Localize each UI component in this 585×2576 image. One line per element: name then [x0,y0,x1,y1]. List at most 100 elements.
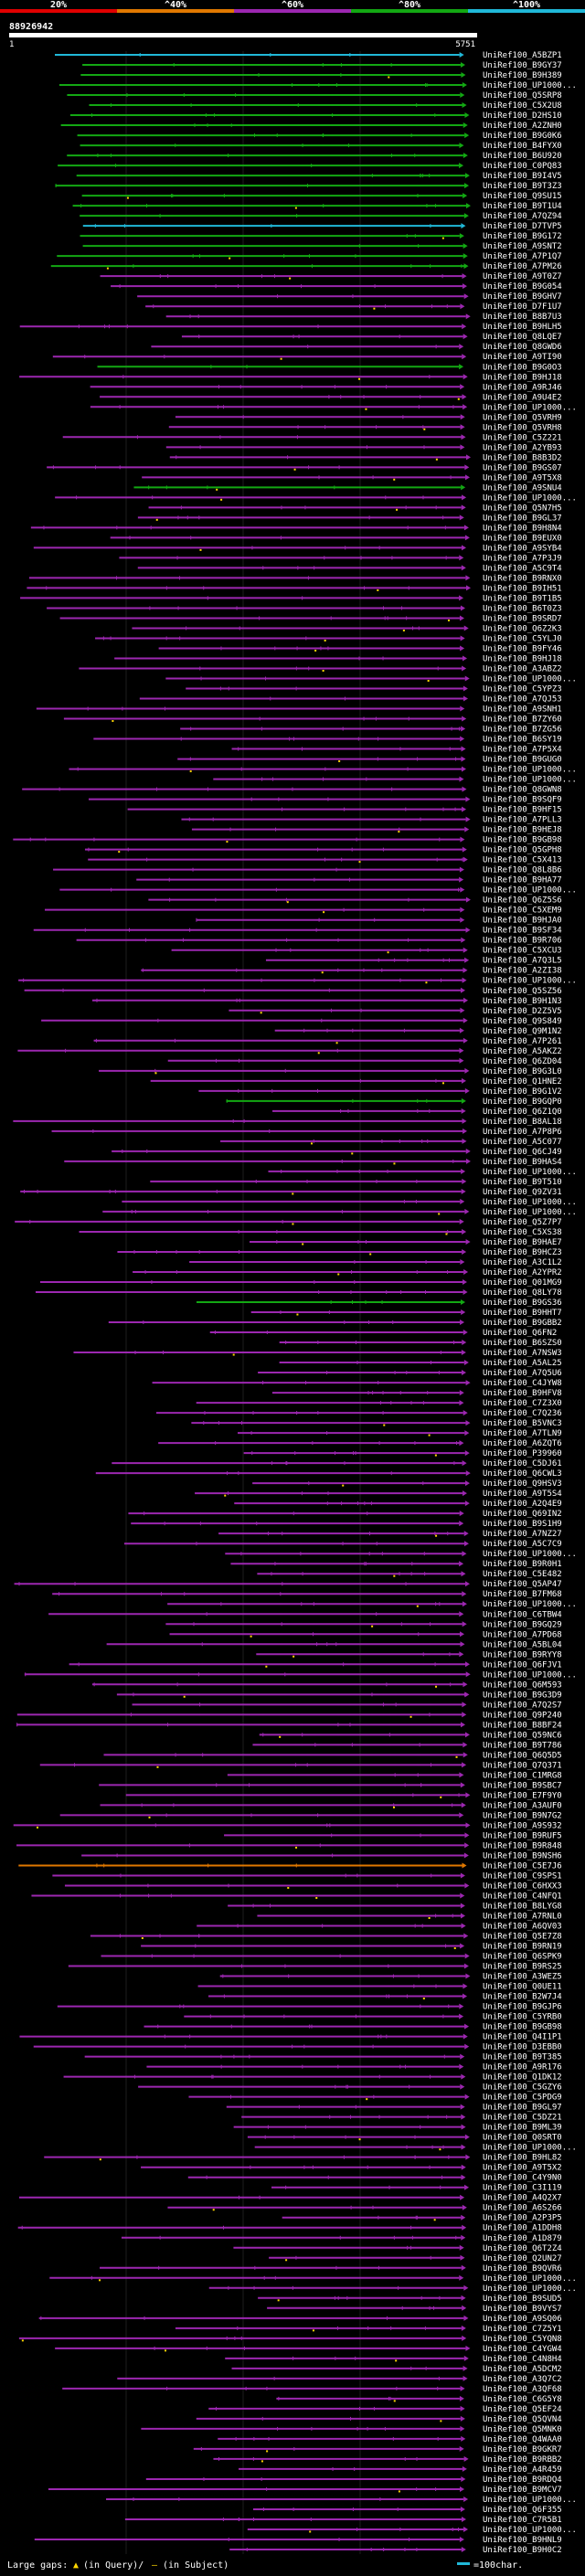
hit-row[interactable]: UniRef100_A7P5X4 [231,746,562,755]
hit-label[interactable]: UniRef100_A5BL04 [483,1640,562,1649]
hit-label[interactable]: UniRef100_A3ABZ2 [483,664,562,673]
hit-label[interactable]: UniRef100_Q0SRT0 [483,2134,562,2143]
hit-row[interactable]: UniRef100_A7P8P6 [51,1128,562,1137]
hit-label[interactable]: UniRef100_A2P3P5 [483,2214,562,2223]
hit-row[interactable]: UniRef100_B9RDQ4 [145,2475,562,2485]
hit-row[interactable]: UniRef100_D3EBB0 [33,2043,562,2052]
hit-label[interactable]: UniRef100_Q5N7H5 [483,504,562,513]
hit-row[interactable]: UniRef100_B9RN19 [141,1943,562,1952]
hit-row[interactable]: UniRef100_C5YQN8 [18,2335,562,2344]
hit-label[interactable]: UniRef100_B9GS07 [483,463,562,472]
hit-label[interactable]: UniRef100_A4R459 [483,2465,562,2475]
hit-row[interactable]: UniRef100_Q8GWN8 [22,786,562,795]
hit-label[interactable]: UniRef100_Q8LQE7 [483,333,562,342]
hit-row[interactable]: UniRef100_C5X413 [88,856,562,865]
hit-row[interactable]: UniRef100_Q0UE11 [197,1983,562,1992]
hit-label[interactable]: UniRef100_B9HEJ8 [483,826,562,835]
hit-row[interactable]: UniRef100_B9R848 [16,1841,562,1850]
hit-label[interactable]: UniRef100_Q6Z1Q0 [483,1108,562,1117]
hit-row[interactable]: UniRef100_A9T5S4 [195,1489,562,1499]
hit-label[interactable]: UniRef100_A3AUF0 [483,1801,562,1810]
hit-row[interactable]: UniRef100_B9RS25 [68,1963,562,1972]
hit-label[interactable]: UniRef100_B9HJ18 [483,654,562,663]
hit-label[interactable]: UniRef100_A2Q4E9 [483,1500,562,1509]
hit-label[interactable]: UniRef100_B9T1B5 [483,594,562,603]
hit-row[interactable]: UniRef100_Q5MNK0 [141,2425,562,2434]
hit-row[interactable]: UniRef100_Q69IN2 [128,1510,562,1519]
hit-row[interactable]: UniRef100_Q8L8B6 [53,866,562,875]
hit-label[interactable]: UniRef100_A7Q3L5 [483,957,562,966]
hit-label[interactable]: UniRef100_A7P5X4 [483,746,562,755]
hit-row[interactable]: UniRef100_B6SY19 [93,736,562,745]
hit-row[interactable]: UniRef100_UP1000... [59,886,577,896]
hit-label[interactable]: UniRef100_B9GL37 [483,514,562,523]
hit-row[interactable]: UniRef100_B9GJP6 [57,2003,562,2012]
hit-row[interactable]: UniRef100_Q7Q371 [39,1761,562,1770]
hit-row[interactable]: UniRef100_A5DCM2 [231,2365,562,2374]
hit-label[interactable]: UniRef100_B9RUF5 [483,1831,562,1840]
hit-label[interactable]: UniRef100_UP1000... [483,1208,577,1217]
hit-row[interactable]: UniRef100_B9HF15 [127,806,562,815]
hit-label[interactable]: UniRef100_Q01MG9 [483,1278,562,1288]
hit-row[interactable]: UniRef100_B9GB98 [144,2023,562,2032]
hit-label[interactable]: UniRef100_B9G172 [483,232,562,241]
hit-label[interactable]: UniRef100_Q8LY78 [483,1288,562,1298]
hit-row[interactable]: UniRef100_C4JYW8 [152,1379,562,1388]
hit-label[interactable]: UniRef100_C7R5B1 [483,2516,562,2525]
hit-row[interactable]: UniRef100_C5YRB0 [184,2013,562,2022]
hit-label[interactable]: UniRef100_B9HJ18 [483,373,562,382]
hit-label[interactable]: UniRef100_C5XEM9 [483,906,562,916]
hit-row[interactable]: UniRef100_A9S932 [13,1821,562,1830]
hit-label[interactable]: UniRef100_D7F1U7 [483,302,562,312]
hit-label[interactable]: UniRef100_B4FYX0 [483,142,562,151]
hit-row[interactable]: UniRef100_B8BF24 [16,1721,562,1730]
hit-label[interactable]: UniRef100_A5BZP1 [483,51,562,60]
hit-row[interactable]: UniRef100_D2HS10 [69,111,562,121]
hit-row[interactable]: UniRef100_B9SBC7 [99,1781,562,1790]
hit-row[interactable]: UniRef100_A7PM26 [50,262,562,271]
hit-row[interactable]: UniRef100_Q1HNE2 [150,1077,562,1087]
hit-row[interactable]: UniRef100_B6SZS0 [279,1339,562,1348]
hit-label[interactable]: UniRef100_B9GQP0 [483,1097,562,1107]
hit-row[interactable]: UniRef100_A4R459 [239,2465,562,2475]
hit-row[interactable]: UniRef100_A1D879 [121,2234,562,2243]
hit-label[interactable]: UniRef100_B9MCV7 [483,2486,562,2495]
hit-label[interactable]: UniRef100_B9GY37 [483,61,562,70]
hit-label[interactable]: UniRef100_Q5VRH9 [483,413,562,422]
hit-label[interactable]: UniRef100_C0PQ83 [483,162,562,171]
hit-row[interactable]: UniRef100_D2Z5V5 [229,1007,562,1016]
hit-row[interactable]: UniRef100_A2ZNH0 [60,122,562,131]
hit-label[interactable]: UniRef100_B9RDQ4 [483,2475,562,2485]
hit-label[interactable]: UniRef100_C5YQN8 [483,2335,562,2344]
hit-row[interactable]: UniRef100_A2ZI38 [141,967,562,976]
hit-row[interactable]: UniRef100_B9H1N3 [92,997,562,1006]
hit-row[interactable]: UniRef100_C5X2U8 [89,101,562,111]
hit-label[interactable]: UniRef100_Q6ZD04 [483,1057,562,1066]
hit-row[interactable]: UniRef100_B9SRD7 [59,614,562,623]
hit-label[interactable]: UniRef100_C6HXX3 [483,1882,562,1891]
hit-row[interactable]: UniRef100_B9HAE7 [250,1238,562,1247]
hit-label[interactable]: UniRef100_Q0UE11 [483,1983,562,1992]
hit-row[interactable]: UniRef100_A5C077 [220,1138,562,1147]
hit-label[interactable]: UniRef100_B8B7U3 [483,313,562,322]
hit-row[interactable]: UniRef100_C5XCU3 [171,947,562,956]
hit-row[interactable]: UniRef100_P39960 [243,1449,562,1458]
hit-row[interactable]: UniRef100_C6TBW4 [48,1610,562,1619]
hit-row[interactable]: UniRef100_A7PD68 [169,1630,562,1639]
hit-label[interactable]: UniRef100_B9VYS7 [483,2305,562,2314]
hit-row[interactable]: UniRef100_Q9P240 [16,1711,562,1720]
hit-row[interactable]: UniRef100_UP1000... [102,1208,577,1217]
hit-label[interactable]: UniRef100_B9I4V5 [483,172,562,181]
hit-row[interactable]: UniRef100_B9HLH5 [19,323,562,332]
hit-row[interactable]: UniRef100_Q6FJV1 [69,1660,562,1670]
hit-label[interactable]: UniRef100_B9HL82 [483,2154,562,2163]
hit-row[interactable]: UniRef100_Q8GWD6 [151,343,562,352]
hit-label[interactable]: UniRef100_C6G5Y8 [483,2395,562,2404]
hit-label[interactable]: UniRef100_D2Z5V5 [483,1007,562,1016]
hit-row[interactable]: UniRef100_A7Q5U6 [258,1369,562,1378]
hit-label[interactable]: UniRef100_B9H0C2 [483,2546,562,2555]
hit-row[interactable]: UniRef100_Q5EF24 [208,2405,562,2414]
hit-label[interactable]: UniRef100_B8LYG8 [483,1902,562,1911]
hit-row[interactable]: UniRef100_C5PDG9 [188,2094,562,2103]
hit-row[interactable]: UniRef100_UP1000... [213,776,577,785]
